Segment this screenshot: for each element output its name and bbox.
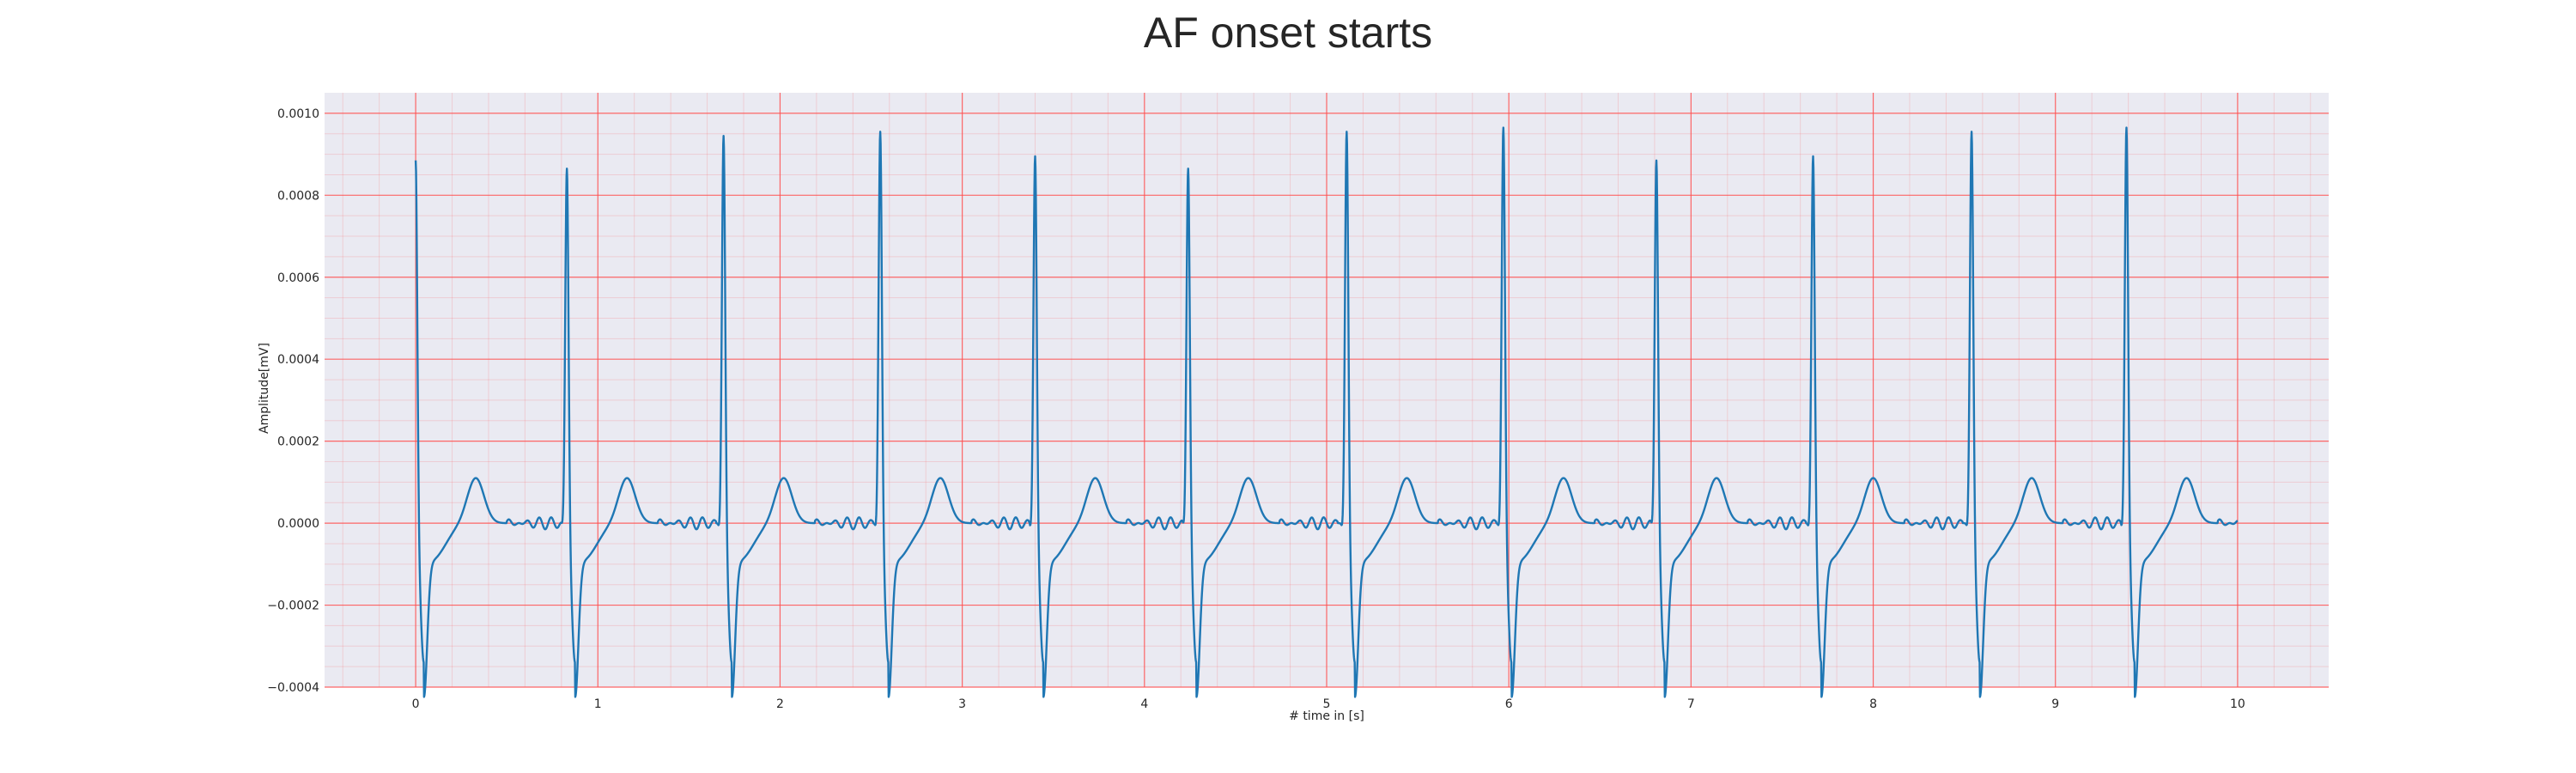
x-tick-label: 10	[2230, 697, 2245, 711]
y-tick-label: −0.0004	[267, 681, 319, 695]
x-tick-label: 4	[1140, 697, 1148, 711]
ecg-series	[414, 126, 2239, 698]
ecg-signal-line	[414, 126, 2239, 698]
x-axis-label: # time in [s]	[1289, 709, 1364, 723]
y-tick-label: −0.0002	[267, 600, 319, 613]
x-tick-label: 7	[1687, 697, 1695, 711]
y-axis-label: Amplitude[mV]	[258, 343, 271, 434]
y-tick-label: 0.0010	[277, 107, 319, 121]
y-axis-ticks: −0.0004 −0.0002 0.0000 0.0002 0.0004 0.0006 0.…	[267, 107, 319, 695]
y-tick-label: 0.0004	[277, 353, 319, 367]
x-axis-ticks: 0 1 2 3 4 5 6 7 8 9 10	[412, 697, 2245, 711]
x-tick-label: 2	[776, 697, 784, 711]
x-tick-label: 1	[594, 697, 602, 711]
chart-title: AF onset starts	[1144, 9, 1432, 57]
y-tick-label: 0.0008	[277, 189, 319, 203]
x-tick-label: 5	[1323, 697, 1331, 711]
x-tick-label: 0	[412, 697, 420, 711]
x-tick-label: 9	[2051, 697, 2059, 711]
x-tick-label: 3	[958, 697, 966, 711]
y-tick-label: 0.0000	[277, 517, 319, 531]
x-tick-label: 8	[1869, 697, 1877, 711]
major-grid	[325, 93, 2329, 688]
y-tick-label: 0.0002	[277, 435, 319, 449]
x-tick-label: 6	[1505, 697, 1513, 711]
y-tick-label: 0.0006	[277, 271, 319, 285]
